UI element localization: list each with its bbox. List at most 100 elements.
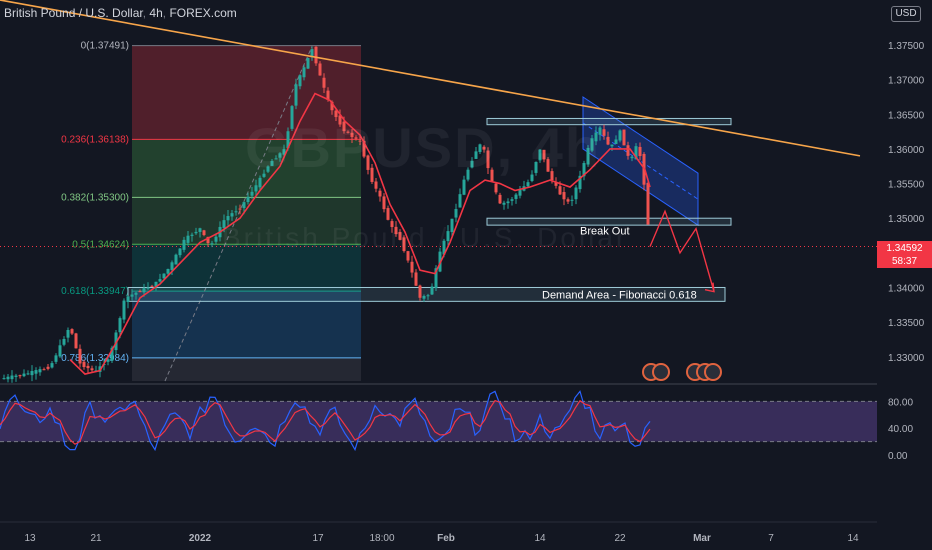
- candle-body: [566, 199, 570, 202]
- fib-level-label: 0.382(1.35300): [61, 192, 129, 203]
- stoch-axis-tick: 40.00: [888, 424, 913, 435]
- time-axis-tick: 18:00: [369, 533, 394, 544]
- candle-body: [118, 318, 122, 333]
- candle-body: [158, 279, 162, 282]
- candle-body: [270, 161, 274, 166]
- candle-body: [322, 77, 326, 88]
- candle-body: [366, 155, 370, 170]
- candle-body: [222, 220, 226, 228]
- candle-body: [646, 182, 650, 225]
- fib-zone: [132, 45, 361, 140]
- candle-body: [474, 151, 478, 159]
- candle-body: [86, 365, 90, 369]
- candle-body: [50, 363, 54, 368]
- candle-body: [414, 272, 418, 286]
- candle-body: [18, 375, 22, 377]
- candle-body: [622, 129, 626, 146]
- candle-body: [334, 110, 338, 118]
- fib-level-label: 0.5(1.34624): [72, 239, 129, 250]
- candle-body: [418, 285, 422, 298]
- time-axis-tick: Mar: [693, 533, 711, 544]
- candle-body: [358, 140, 362, 142]
- candle-body: [70, 329, 74, 334]
- candle-body: [422, 296, 426, 299]
- candle-body: [450, 218, 454, 233]
- time-axis-tick: 2022: [189, 533, 212, 544]
- candle-body: [114, 332, 118, 351]
- candle-body: [90, 368, 94, 371]
- candle-body: [554, 182, 558, 186]
- candle-body: [298, 75, 302, 87]
- candle-body: [582, 163, 586, 177]
- channel-midline: [582, 122, 699, 200]
- stoch-axis-tick: 0.00: [888, 451, 908, 462]
- candle-body: [34, 370, 38, 374]
- candle-body: [562, 192, 566, 200]
- candle-body: [230, 213, 234, 217]
- fib-zone: [132, 357, 361, 381]
- price-axis-tick: 1.37500: [888, 41, 925, 52]
- candle-body: [598, 127, 602, 135]
- candle-body: [66, 329, 70, 338]
- candle-body: [38, 369, 42, 373]
- candle-body: [398, 231, 402, 240]
- candle-body: [6, 376, 10, 380]
- us-flag-icon[interactable]: [652, 363, 670, 381]
- candle-body: [182, 239, 186, 250]
- candle-body: [170, 262, 174, 271]
- moving-average-line: [69, 92, 651, 375]
- price-axis-tick: 1.33000: [888, 353, 925, 364]
- candle-body: [626, 145, 630, 156]
- candle-body: [350, 132, 354, 138]
- candle-body: [434, 268, 438, 289]
- candle-body: [290, 106, 294, 129]
- candle-body: [174, 254, 178, 265]
- candle-body: [214, 236, 218, 242]
- projection-arrowhead: [704, 282, 715, 293]
- candle-body: [394, 226, 398, 235]
- candle-body: [302, 67, 306, 78]
- symbol-header[interactable]: British Pound / U.S. Dollar, 4h, FOREX.c…: [4, 6, 237, 20]
- candle-body: [238, 208, 242, 210]
- candle-body: [346, 131, 350, 133]
- candle-body: [294, 84, 298, 106]
- candle-body: [82, 361, 86, 368]
- candle-body: [470, 160, 474, 168]
- fib-zone: [132, 139, 361, 198]
- candle-body: [110, 347, 114, 361]
- fib-level-label: 0.786(1.32984): [61, 353, 129, 364]
- candle-body: [266, 166, 270, 172]
- price-axis-pane: [877, 0, 932, 550]
- symbol-name: British Pound / U.S. Dollar: [4, 6, 143, 20]
- price-axis-tick: 1.33500: [888, 318, 925, 329]
- price-axis-tick: 1.36000: [888, 145, 925, 156]
- candle-body: [106, 359, 110, 362]
- candle-body: [610, 144, 614, 147]
- candle-body: [534, 161, 538, 173]
- last-price-value: 1.34592: [886, 243, 923, 254]
- time-axis-tick: 22: [614, 533, 626, 544]
- candle-body: [382, 196, 386, 210]
- candle-body: [190, 234, 194, 236]
- time-axis-tick: 13: [24, 533, 36, 544]
- candle-body: [602, 129, 606, 136]
- break-out-label: Break Out: [580, 226, 630, 238]
- candle-body: [542, 149, 546, 160]
- candle-body: [10, 375, 14, 380]
- time-axis-tick: 14: [534, 533, 546, 544]
- candle-body: [518, 189, 522, 196]
- candle-body: [42, 369, 46, 371]
- candle-body: [202, 230, 206, 236]
- candle-body: [426, 295, 430, 297]
- candle-body: [74, 333, 78, 349]
- stoch-d-line: [0, 399, 651, 445]
- candle-body: [486, 150, 490, 169]
- us-flag-icon[interactable]: [704, 363, 722, 381]
- watermark-ticker: GBPUSD, 4h: [245, 116, 602, 179]
- candle-body: [374, 181, 378, 189]
- candle-body: [306, 57, 310, 69]
- exchange-label: FOREX.com: [169, 6, 237, 20]
- currency-button[interactable]: USD: [891, 6, 921, 22]
